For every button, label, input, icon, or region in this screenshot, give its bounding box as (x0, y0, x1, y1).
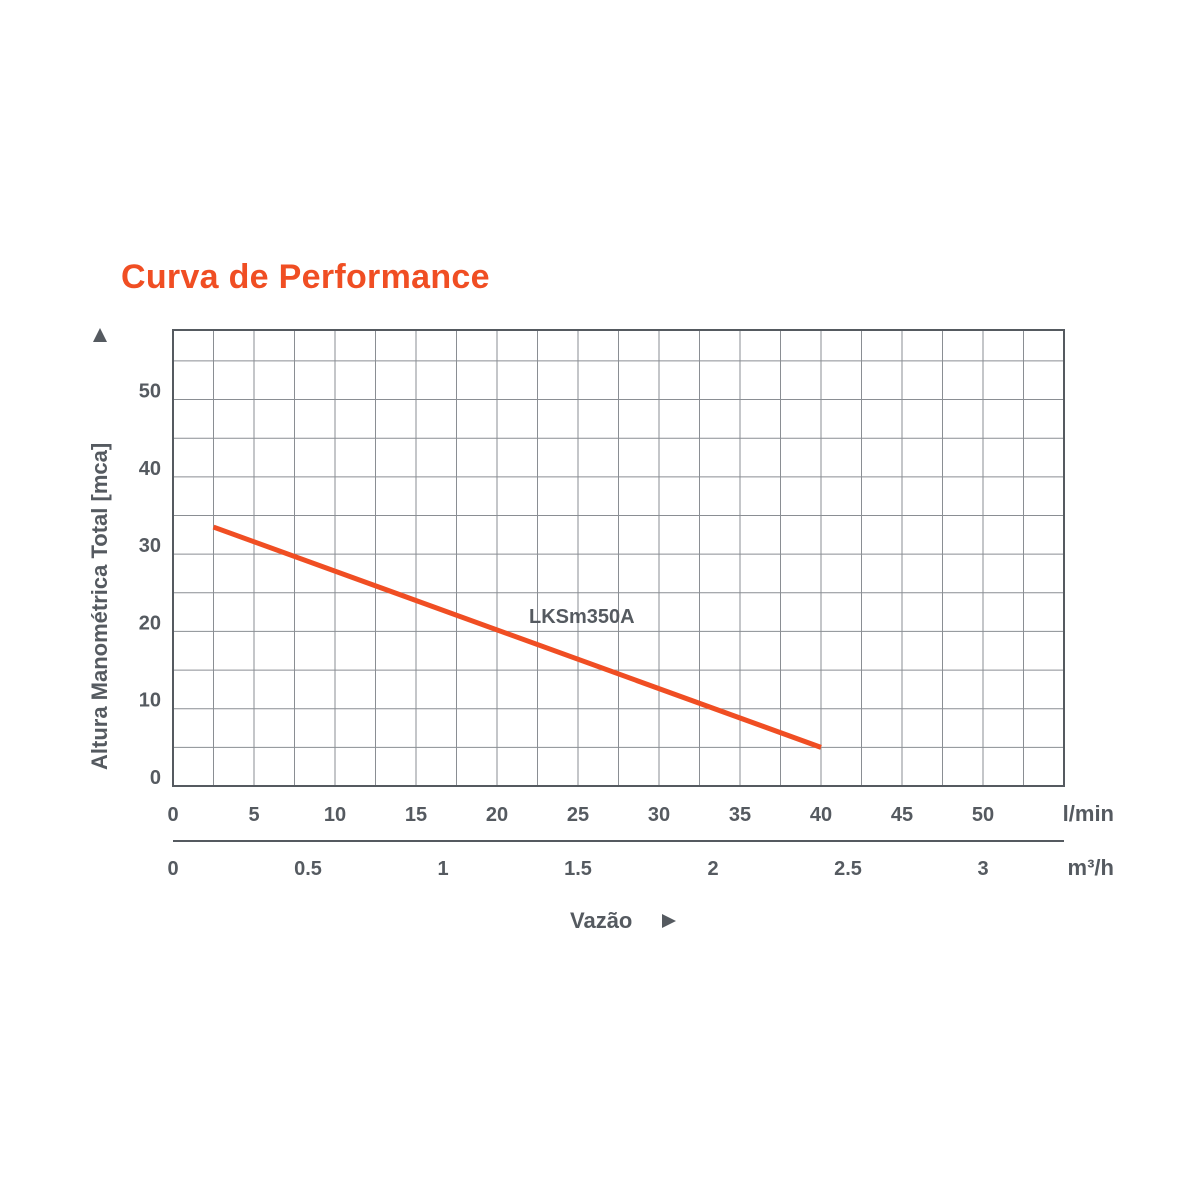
x2-tick-label: 2 (707, 858, 718, 880)
x-tick-label: 40 (810, 804, 832, 826)
x-tick-label: 20 (486, 804, 508, 826)
series-layer: LKSm350A (212, 524, 822, 750)
x-tick-label: 35 (729, 804, 751, 826)
x-unit-lmin: l/min (1063, 801, 1114, 826)
y-tick-label: 10 (139, 690, 161, 712)
y-tick-label: 20 (139, 612, 161, 634)
x-axis-arrow-icon (662, 914, 676, 928)
y-tick-label: 30 (139, 535, 161, 557)
x-tick-label: 5 (248, 804, 259, 826)
chart-title: Curva de Performance (121, 258, 490, 296)
x2-tick-labels: 0 0.5 1 1.5 2 2.5 3 (167, 858, 988, 880)
series-label: LKSm350A (529, 606, 635, 628)
series-line (212, 524, 822, 750)
y-axis-arrow-icon (93, 328, 107, 342)
x-unit-m3h: m³/h (1068, 855, 1114, 880)
y-tick-label: 40 (139, 458, 161, 480)
y-axis-title: Altura Manométrica Total [mca] (87, 328, 112, 770)
x2-tick-label: 1 (437, 858, 448, 880)
x-tick-label: 25 (567, 804, 589, 826)
x-tick-label: 10 (324, 804, 346, 826)
x-tick-label: 45 (891, 804, 913, 826)
x-tick-labels: 0 5 10 15 20 25 30 35 40 45 50 (167, 804, 994, 826)
x2-tick-label: 2.5 (834, 858, 862, 880)
x-axis-label: Vazão (570, 908, 632, 933)
x-tick-label: 15 (405, 804, 427, 826)
x-tick-label: 0 (167, 804, 178, 826)
x2-tick-label: 0 (167, 858, 178, 880)
y-tick-labels: 0 10 20 30 40 50 (139, 381, 161, 789)
x-axis-title: Vazão (570, 908, 676, 933)
plot-frame (172, 329, 1065, 787)
grid (173, 330, 1064, 786)
y-tick-label: 50 (139, 381, 161, 403)
y-axis-label: Altura Manométrica Total [mca] (87, 443, 112, 770)
x2-tick-label: 3 (977, 858, 988, 880)
x2-tick-label: 1.5 (564, 858, 592, 880)
y-tick-label: 0 (150, 767, 161, 789)
x-tick-label: 50 (972, 804, 994, 826)
x-tick-label: 30 (648, 804, 670, 826)
x2-tick-label: 0.5 (294, 858, 322, 880)
